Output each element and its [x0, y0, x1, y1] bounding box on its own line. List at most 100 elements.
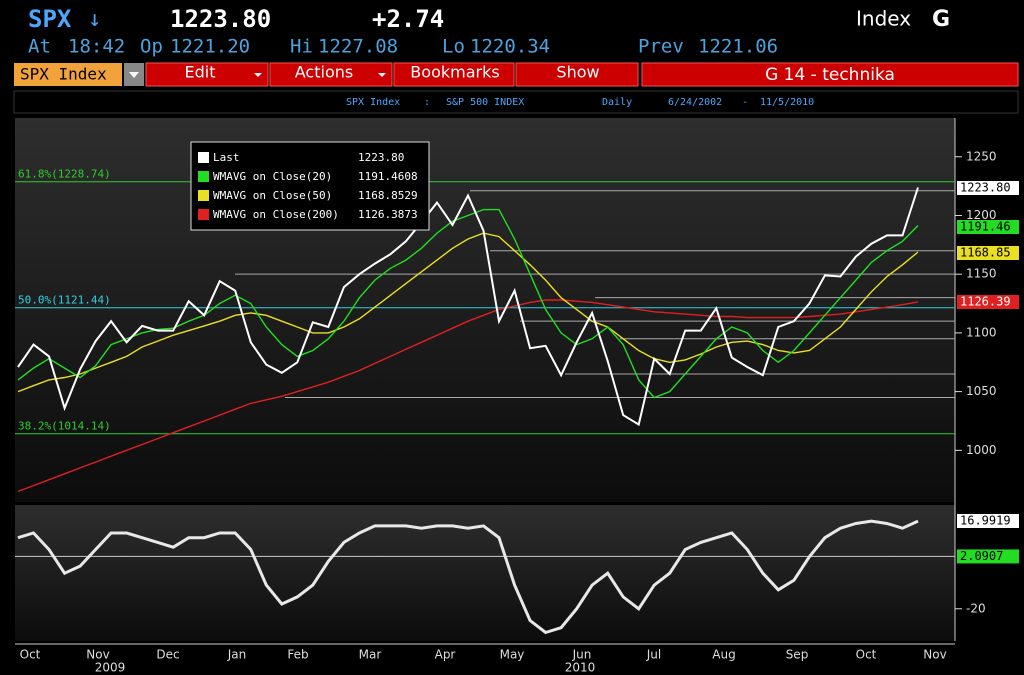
- menu-bar: Edit Actions Bookmarks Show G 14 - technika: [145, 62, 1019, 87]
- menu-arrow: [254, 73, 262, 77]
- sub-period: Daily: [602, 97, 632, 108]
- x-tick-label: Nov: [86, 648, 109, 662]
- dropdown-arrow: [129, 72, 139, 78]
- series-line: [17, 208, 919, 399]
- x-tick-label: Apr: [435, 648, 456, 662]
- y-tick-label: 1250: [966, 149, 997, 163]
- value-box-label: 1223.80: [960, 181, 1011, 195]
- quote-label: Prev: [638, 36, 684, 58]
- menu-arrow: [378, 73, 386, 77]
- value-box: [957, 246, 1019, 260]
- quote-value: 1221.20: [170, 36, 250, 58]
- value-box-label: 2.0907: [960, 549, 1003, 563]
- y-tick-label: 1000: [966, 443, 997, 457]
- legend-swatch: [198, 171, 209, 182]
- sub-start: 6/24/2002: [668, 97, 722, 108]
- page-label: G 14 - technika: [765, 65, 895, 85]
- x-tick-label: Jan: [227, 648, 247, 662]
- legend-name: WMAVG on Close(200): [213, 208, 339, 221]
- price: 1223.80: [170, 5, 271, 33]
- y-tick-label: 1100: [966, 325, 997, 339]
- legend-value: 1191.4608: [358, 170, 418, 183]
- legend-name: Last: [213, 151, 240, 164]
- legend-value: 1126.3873: [358, 208, 418, 221]
- quote-label: At: [28, 36, 51, 58]
- x-tick-label: Dec: [156, 648, 179, 662]
- series-line: [17, 187, 919, 427]
- legend-name: WMAVG on Close(20): [213, 170, 332, 183]
- y-tick-label: 1150: [966, 267, 997, 281]
- value-box: [957, 514, 1019, 528]
- x-tick-label: Mar: [359, 648, 382, 662]
- legend-swatch: [198, 190, 209, 201]
- value-box-label: 1191.46: [960, 220, 1011, 234]
- x-tick-label: May: [500, 648, 525, 662]
- series-line: [17, 299, 919, 493]
- menu-item[interactable]: [393, 62, 515, 87]
- fib-label: 61.8%(1228.74): [18, 168, 111, 181]
- series-line: [17, 232, 919, 393]
- menu-item[interactable]: [269, 62, 393, 87]
- quote-label: Op: [140, 36, 163, 58]
- value-box-label: 16.9919: [960, 514, 1011, 528]
- x-tick-label: Sep: [786, 648, 809, 662]
- year-label: 2010: [565, 661, 596, 675]
- page-box: [641, 62, 1019, 87]
- value-box: [957, 220, 1019, 234]
- value-box-label: 1168.85: [960, 246, 1011, 260]
- fib-label: 38.2%(1014.14): [18, 420, 111, 433]
- plots: 1000 1050 1100 1150 1200 1250 61.8%(1228.74) 50…: [15, 141, 1019, 675]
- quote-value: 18:42: [68, 36, 125, 58]
- legend-swatch: [198, 152, 209, 163]
- menu-label[interactable]: Edit: [185, 63, 216, 82]
- fib-label: 50.0%(1121.44): [18, 294, 111, 307]
- quote-value: 1227.08: [318, 36, 398, 58]
- legend-value: 1223.80: [358, 151, 404, 164]
- legend-swatch: [198, 209, 209, 220]
- menu-item[interactable]: [515, 62, 639, 87]
- index-label: Index: [856, 7, 911, 31]
- menu-label[interactable]: Bookmarks: [410, 63, 499, 82]
- menu-item[interactable]: [145, 62, 269, 87]
- legend-value: 1168.8529: [358, 189, 418, 202]
- year-label: 2009: [95, 661, 126, 675]
- subheader-bar: [13, 90, 1019, 114]
- sub-end: 11/5/2010: [760, 97, 814, 108]
- menu-label[interactable]: Actions: [295, 63, 353, 82]
- price-panel: [15, 118, 955, 502]
- value-box: [957, 181, 1019, 195]
- quote-line: At 18:42 Op 1221.20 Hi 1227.08 Lo 1220.34 Prev 12…: [28, 36, 778, 58]
- subheader: SPX Index : S&P 500 INDEX Daily 6/24/200…: [346, 97, 814, 108]
- y-tick-label: 1200: [966, 208, 997, 222]
- ticker[interactable]: SPX Index: [20, 65, 107, 84]
- change: +2.74: [372, 5, 444, 33]
- symbol: SPX: [28, 5, 72, 33]
- menu-label[interactable]: Show: [556, 63, 599, 82]
- x-tick-label: Aug: [712, 648, 735, 662]
- x-tick-label: Jun: [572, 648, 592, 662]
- legend-name: WMAVG on Close(50): [213, 189, 332, 202]
- index-key: G: [932, 7, 950, 32]
- x-tick-label: Feb: [287, 648, 308, 662]
- sub-name: S&P 500 INDEX: [446, 97, 524, 108]
- sub-ticker: SPX Index: [346, 97, 400, 108]
- quote-label: Hi: [290, 36, 313, 58]
- value-box: [957, 295, 1019, 309]
- x-tick-label: Jul: [646, 648, 661, 662]
- series-line: [17, 519, 919, 635]
- sub-sep: :: [424, 97, 430, 108]
- x-tick-label: Oct: [856, 648, 877, 662]
- quote-label: Lo: [442, 36, 465, 58]
- x-tick-label: Nov: [923, 648, 946, 662]
- quote-value: 1221.06: [698, 36, 778, 58]
- legend-box: [190, 141, 430, 231]
- ticker-box[interactable]: [14, 63, 122, 86]
- value-box: [957, 549, 1019, 564]
- sub-dash: -: [742, 97, 748, 108]
- x-tick-label: Oct: [20, 648, 41, 662]
- y-tick-label: -20: [966, 601, 986, 615]
- arrow: ↓: [88, 7, 101, 32]
- value-box-label: 1126.39: [960, 295, 1011, 309]
